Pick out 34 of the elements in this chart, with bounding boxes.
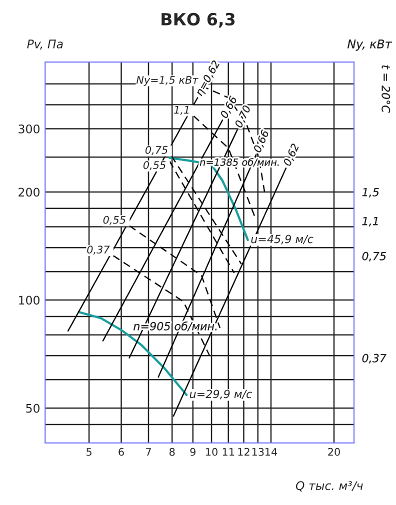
x-tick-label: 12	[238, 448, 250, 456]
x-tick-label: 9	[190, 448, 196, 456]
series-label: 0,75	[145, 146, 168, 155]
x-axis-title: Q тыс. м³/ч	[296, 481, 363, 492]
series-label: 0,55	[143, 161, 166, 170]
x-tick-label: 14	[265, 448, 278, 456]
text: 0,66	[252, 129, 270, 154]
series-label: 0,55	[103, 216, 126, 225]
text: 0,37	[362, 354, 386, 364]
x-tick-label: 20	[328, 448, 340, 456]
y-tick-label: 300	[18, 124, 40, 134]
y-tick-label: 50	[26, 404, 40, 413]
x-tick-label: 13	[252, 448, 264, 456]
x-tick-label: 7	[146, 448, 151, 456]
text: t = 20°C	[382, 65, 390, 113]
x-tick-label: 8	[169, 448, 175, 456]
text: 0,62	[282, 143, 300, 167]
text: 1,1	[362, 217, 378, 226]
text: 0,75	[362, 252, 386, 262]
annotation: u=29,9 м/с	[190, 390, 252, 400]
x-tick-label: 6	[118, 448, 124, 456]
x-tick-label: 5	[86, 448, 92, 456]
series-label: 1,1	[174, 106, 189, 115]
text: Ny, кВт	[348, 40, 392, 51]
x-tick-label: 11	[222, 448, 234, 456]
x-tick-label: 10	[206, 448, 218, 456]
series-label: 0,37	[87, 246, 110, 255]
chart-title: ВКО 6,3	[162, 12, 235, 28]
y-tick-label: 100	[19, 296, 40, 305]
text: 1,5	[362, 188, 379, 198]
y-axis-title: Pv, Па	[27, 40, 63, 50]
annotation: u=45,9 м/с	[251, 234, 314, 244]
series-label: Ny=1,5 кВт	[136, 76, 198, 86]
y-tick-label: 200	[18, 188, 40, 197]
